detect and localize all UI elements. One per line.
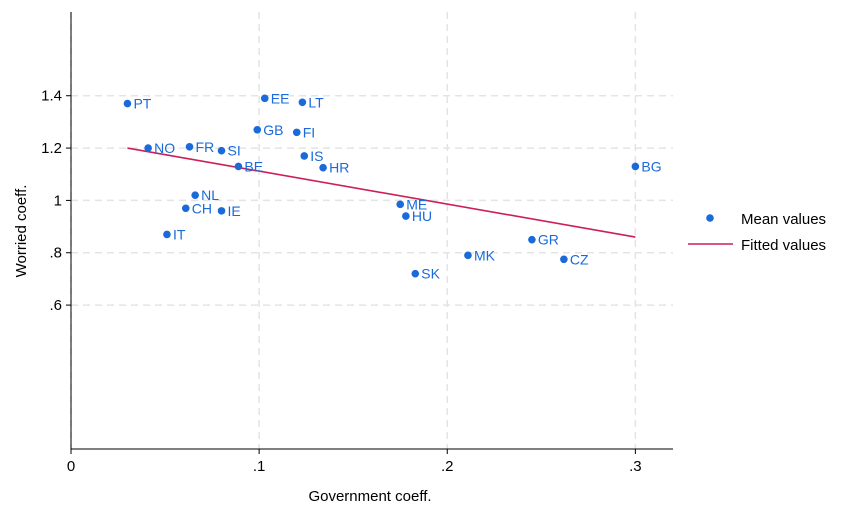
point-label: FI (303, 124, 315, 140)
data-point (253, 125, 262, 134)
data-point (300, 152, 309, 160)
data-point (631, 162, 640, 171)
axis-ticks: 0 .1 .2 .3 .6 .8 1 1.2 1.4 (41, 88, 641, 475)
point-label: IS (310, 148, 323, 164)
point-label: CH (192, 200, 212, 216)
point-label: FR (196, 139, 215, 155)
point-label: GR (538, 232, 559, 248)
point-label: BE (244, 158, 263, 174)
x-tick-label: 0 (67, 458, 75, 475)
data-point (234, 162, 243, 171)
y-tick-label: .6 (49, 297, 62, 314)
data-point (528, 235, 536, 244)
data-point (411, 269, 420, 278)
data-point (298, 98, 307, 107)
data-point (185, 142, 194, 151)
data-point (560, 255, 568, 264)
data-point (163, 230, 171, 239)
data-point (464, 251, 472, 260)
data-point (144, 144, 152, 152)
y-tick-label: 1.4 (41, 88, 62, 105)
data-point (191, 191, 199, 199)
point-label: NL (201, 187, 219, 203)
y-tick-label: .8 (49, 245, 62, 262)
x-tick-label: .3 (629, 458, 642, 475)
legend-label-fitted: Fitted values (741, 237, 826, 254)
data-point (217, 207, 226, 215)
fitted-line (127, 147, 636, 238)
point-label: ME (406, 196, 427, 212)
legend-marker-mean (706, 214, 714, 222)
point-label: NO (154, 140, 175, 156)
point-label: CZ (570, 251, 589, 267)
data-point (181, 204, 190, 213)
data-point (123, 99, 132, 108)
legend-label-mean: Mean values (741, 211, 826, 228)
legend: Mean values Fitted values (688, 211, 826, 254)
point-label: IT (173, 226, 186, 242)
data-point (396, 200, 405, 209)
data-point (260, 94, 269, 103)
point-label: SI (228, 143, 241, 159)
y-axis-title: Worried coeff. (13, 185, 30, 278)
point-label: EE (271, 90, 290, 106)
data-point (292, 128, 301, 137)
point-label: IE (228, 203, 241, 219)
point-label: PT (133, 96, 151, 112)
point-label: HU (412, 208, 432, 224)
data-point (217, 146, 226, 155)
point-label: GB (263, 122, 283, 138)
point-label: SK (421, 266, 440, 282)
x-axis-title: Government coeff. (308, 488, 431, 505)
grid-lines (70, 12, 673, 449)
point-label: HR (329, 160, 349, 176)
data-point (402, 212, 410, 220)
y-tick-label: 1.2 (41, 140, 62, 157)
fitted-line-group (127, 147, 636, 238)
data-point (319, 163, 327, 172)
point-label: MK (474, 247, 496, 263)
x-tick-label: .1 (253, 458, 266, 475)
y-tick-label: 1 (54, 192, 62, 209)
point-label: BG (641, 158, 661, 174)
point-label: LT (308, 94, 324, 110)
x-tick-label: .2 (441, 458, 454, 475)
